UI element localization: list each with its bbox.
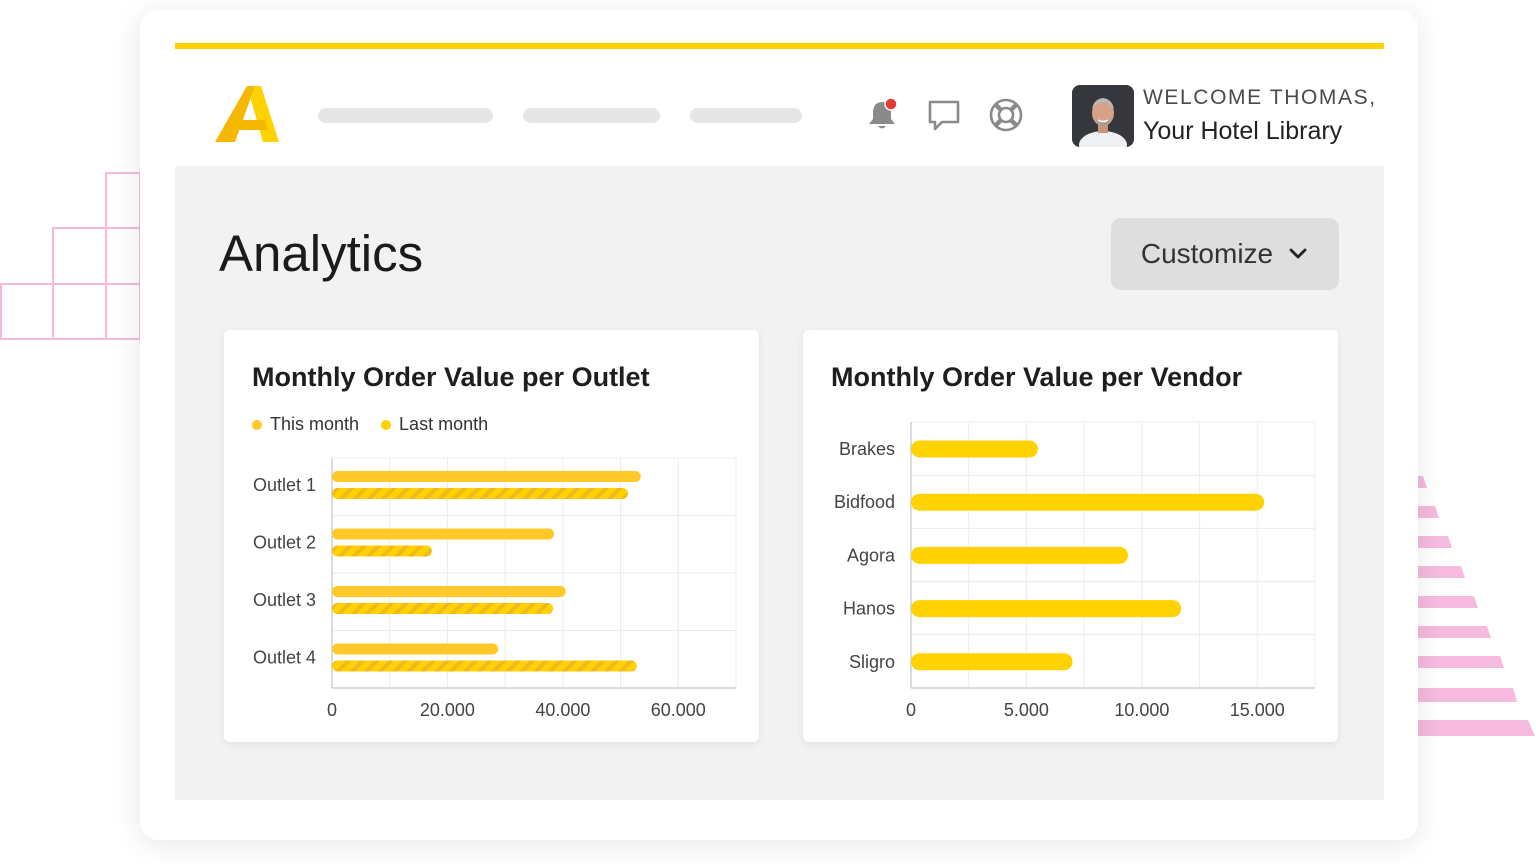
avatar[interactable] bbox=[1072, 85, 1134, 147]
outlet-chart-title: Monthly Order Value per Outlet bbox=[252, 362, 650, 392]
outlet-chart: 0 20.000 40.000 60.000 Outlet 1 Outlet 2 Outle… bbox=[253, 457, 737, 720]
accent-line bbox=[175, 43, 1384, 49]
nav-item-3[interactable] bbox=[690, 108, 802, 123]
category-label: Agora bbox=[847, 545, 896, 565]
bar[interactable] bbox=[332, 545, 432, 557]
bar[interactable] bbox=[332, 488, 629, 499]
chevron-down-icon bbox=[1289, 248, 1307, 259]
bar[interactable] bbox=[332, 471, 641, 482]
bar[interactable] bbox=[911, 653, 1073, 671]
bar[interactable] bbox=[332, 603, 554, 614]
app-logo[interactable] bbox=[215, 84, 279, 144]
legend-item-this-month[interactable]: This month bbox=[252, 414, 359, 435]
x-tick-label: 10.000 bbox=[1114, 700, 1169, 720]
lifebuoy-icon[interactable] bbox=[987, 96, 1025, 134]
category-label: Outlet 2 bbox=[253, 533, 316, 553]
bar[interactable] bbox=[332, 660, 637, 672]
x-tick-label: 20.000 bbox=[420, 700, 475, 720]
vendor-chart: 0 5.000 10.000 15.000 Brakes Bidfood Agora Hano… bbox=[834, 421, 1316, 720]
category-label: Sligro bbox=[849, 652, 895, 672]
legend-dot bbox=[381, 419, 392, 430]
bar[interactable] bbox=[332, 586, 566, 597]
bar[interactable] bbox=[911, 440, 1038, 458]
category-label: Outlet 4 bbox=[253, 648, 316, 668]
page-title: Analytics bbox=[219, 225, 424, 282]
category-label: Brakes bbox=[839, 439, 895, 459]
bar[interactable] bbox=[911, 546, 1129, 564]
nav-item-1[interactable] bbox=[318, 108, 493, 123]
x-tick-label: 5.000 bbox=[1004, 700, 1049, 720]
vendor-chart-card: 0 5.000 10.000 15.000 Brakes Bidfood Agora Hano… bbox=[803, 330, 1338, 742]
decorative-grid bbox=[0, 172, 140, 340]
category-label: Hanos bbox=[843, 599, 895, 619]
customize-label: Customize bbox=[1140, 238, 1274, 269]
notification-dot bbox=[884, 97, 898, 111]
decorative-stripes bbox=[1416, 476, 1535, 736]
x-tick-label: 0 bbox=[327, 700, 337, 720]
category-label: Outlet 3 bbox=[253, 590, 316, 610]
main-content: Analytics Customize 0 20.000 40.000 60.000 O… bbox=[175, 166, 1384, 800]
x-tick-label: 15.000 bbox=[1230, 700, 1285, 720]
chat-icon[interactable] bbox=[925, 96, 963, 134]
nav-item-2[interactable] bbox=[523, 108, 660, 123]
vendor-chart-title: Monthly Order Value per Vendor bbox=[831, 362, 1243, 392]
library-name[interactable]: Your Hotel Library bbox=[1143, 117, 1343, 145]
x-tick-label: 40.000 bbox=[535, 700, 590, 720]
welcome-text: WELCOME THOMAS, bbox=[1143, 86, 1377, 109]
category-label: Outlet 1 bbox=[253, 475, 316, 495]
bell-icon[interactable] bbox=[863, 96, 901, 134]
x-tick-label: 60.000 bbox=[651, 700, 706, 720]
category-label: Bidfood bbox=[834, 492, 895, 512]
bar[interactable] bbox=[911, 493, 1265, 511]
bar[interactable] bbox=[332, 528, 555, 540]
bar[interactable] bbox=[332, 643, 499, 655]
top-bar: WELCOME THOMAS, Your Hotel Library bbox=[175, 60, 1384, 166]
app-window: WELCOME THOMAS, Your Hotel Library Analy… bbox=[140, 10, 1418, 840]
outlet-chart-legend: This month Last month bbox=[252, 414, 488, 435]
legend-item-last-month[interactable]: Last month bbox=[381, 414, 488, 435]
legend-dot bbox=[252, 419, 262, 430]
legend-label: Last month bbox=[399, 414, 489, 434]
legend-label: This month bbox=[270, 414, 360, 434]
customize-button[interactable]: Customize bbox=[1111, 218, 1339, 290]
outlet-chart-card: 0 20.000 40.000 60.000 Outlet 1 Outlet 2 Outle… bbox=[224, 330, 759, 742]
x-tick-label: 0 bbox=[906, 700, 916, 720]
bar[interactable] bbox=[911, 600, 1182, 618]
